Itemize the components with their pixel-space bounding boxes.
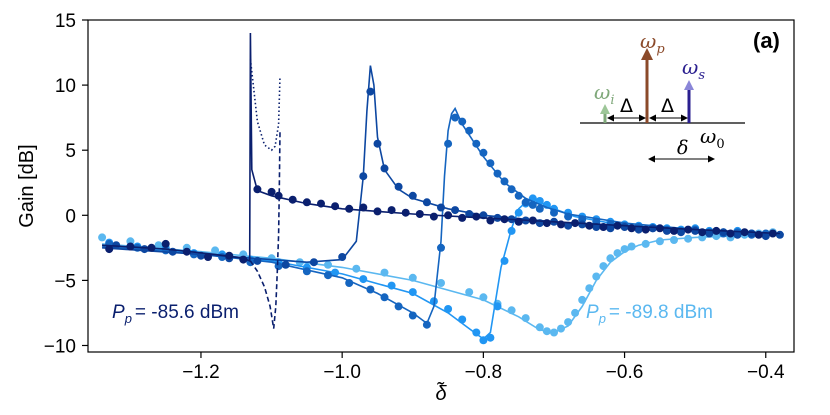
series-layer bbox=[98, 32, 784, 345]
data-point bbox=[112, 241, 121, 250]
x-tick-label: −1.0 bbox=[323, 362, 361, 383]
right-power-label: Pp = -89.8 dBm bbox=[586, 302, 713, 326]
data-point bbox=[670, 236, 678, 244]
right-power-symbol: P bbox=[586, 302, 599, 323]
data-point bbox=[267, 187, 276, 196]
delta-left-label: Δ bbox=[620, 95, 633, 117]
omega-p-sub: p bbox=[656, 42, 665, 57]
panel-label: (a) bbox=[753, 28, 780, 53]
data-point bbox=[465, 288, 474, 297]
series-1 bbox=[102, 32, 780, 329]
y-tick-label: −10 bbox=[44, 336, 76, 357]
small-delta-label: δ bbox=[677, 137, 688, 159]
omega-i-label: ωi bbox=[594, 80, 614, 108]
axis-ticks: −1.2 −1.0 −0.8 −0.6 −0.4 −10 −5 0 5 10 15 bbox=[44, 11, 785, 383]
y-tick-label: 10 bbox=[55, 76, 76, 97]
omega-p-label: ωp bbox=[640, 29, 665, 57]
signal-arrow-head bbox=[684, 80, 694, 90]
data-point bbox=[98, 233, 107, 242]
left-power-value: = -85.6 dBm bbox=[135, 302, 239, 323]
data-point bbox=[613, 249, 622, 258]
x-tick-label: −0.6 bbox=[606, 362, 644, 383]
data-point bbox=[444, 139, 453, 148]
data-point bbox=[204, 253, 212, 261]
data-point bbox=[542, 219, 551, 228]
data-point bbox=[571, 308, 580, 317]
data-point bbox=[161, 239, 170, 248]
data-point bbox=[472, 212, 481, 221]
omega-0-label: ω0 bbox=[700, 124, 725, 152]
left-power-sub: p bbox=[124, 311, 132, 326]
omega-s-label: ωs bbox=[682, 55, 705, 83]
y-tick-label: −5 bbox=[54, 271, 76, 292]
x-tick-label: −0.8 bbox=[465, 362, 503, 383]
fit-line bbox=[102, 32, 780, 263]
left-power-label: Pp = -85.6 dBm bbox=[112, 302, 239, 326]
data-point bbox=[451, 113, 460, 122]
y-axis-label: Gain [dB] bbox=[16, 144, 38, 227]
y-tick-label: 0 bbox=[65, 206, 76, 227]
omega-0-symbol: ω bbox=[700, 124, 716, 148]
data-point bbox=[486, 159, 495, 168]
frequency-inset: Δ Δ δ ωp ωs ωi ω0 bbox=[580, 29, 745, 163]
data-point bbox=[627, 242, 636, 251]
data-point bbox=[140, 245, 149, 254]
unstable-branch-dashed bbox=[249, 130, 281, 329]
data-point bbox=[521, 198, 530, 207]
fit-line bbox=[102, 106, 780, 325]
data-point bbox=[281, 260, 290, 269]
x-tick-label: −1.2 bbox=[182, 362, 220, 383]
data-point bbox=[486, 333, 495, 342]
y-tick-label: 5 bbox=[65, 141, 76, 162]
omega-p-symbol: ω bbox=[640, 29, 656, 53]
y-tick-label: 15 bbox=[55, 11, 76, 32]
left-power-symbol: P bbox=[112, 302, 125, 323]
data-point bbox=[331, 202, 340, 211]
plot-area bbox=[87, 19, 795, 353]
data-point bbox=[154, 241, 163, 250]
omega-i-sub: i bbox=[610, 93, 614, 108]
delta-right-label: Δ bbox=[661, 95, 674, 117]
x-axis-label: δ̃ bbox=[435, 381, 447, 405]
data-point bbox=[394, 182, 403, 191]
pump-arrow-head bbox=[641, 48, 653, 60]
x-tick-label: −0.4 bbox=[747, 362, 785, 383]
data-point bbox=[458, 213, 467, 222]
omega-s-symbol: ω bbox=[682, 55, 698, 79]
omega-0-sub: 0 bbox=[716, 137, 724, 152]
data-point bbox=[437, 279, 445, 287]
idler-arrow-head bbox=[600, 104, 610, 114]
data-point bbox=[105, 245, 114, 254]
omega-i-symbol: ω bbox=[594, 80, 610, 104]
unstable-branch-dotted bbox=[249, 59, 281, 152]
right-power-value: = -89.8 dBm bbox=[609, 302, 713, 323]
right-power-sub: p bbox=[598, 311, 606, 326]
omega-s-sub: s bbox=[698, 68, 705, 83]
fit-line bbox=[102, 234, 780, 334]
data-point bbox=[535, 204, 544, 213]
data-point bbox=[429, 212, 438, 221]
